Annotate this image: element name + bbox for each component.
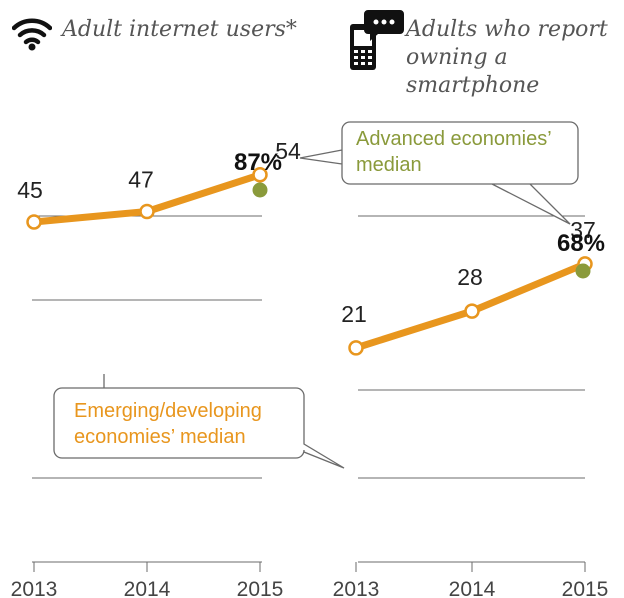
x-tick-label: 2015	[237, 578, 284, 598]
data-point-advanced	[575, 263, 591, 279]
data-point-advanced	[252, 182, 268, 198]
data-point-emerging	[252, 167, 268, 183]
data-label-emerging: 28	[457, 264, 483, 290]
panel-title-smartphone: Adults who report owning a smartphone	[406, 17, 608, 98]
callout-advanced-box	[299, 121, 579, 225]
x-tick-label: 2014	[124, 578, 171, 598]
data-label-advanced: 68%	[557, 230, 605, 257]
data-point-emerging	[139, 203, 155, 220]
smartphone-chat-icon	[346, 8, 406, 79]
x-tick-label: 2015	[562, 578, 609, 598]
data-point-emerging	[348, 340, 364, 356]
data-label-emerging: 54	[275, 138, 301, 164]
data-label-emerging: 37	[570, 217, 596, 243]
callout-advanced-line-1: Advanced economies’	[356, 128, 552, 150]
callout-advanced-line-2: median	[356, 154, 422, 176]
data-label-emerging: 45	[17, 177, 43, 203]
x-tick-label: 2013	[11, 578, 58, 598]
wifi-icon	[11, 14, 53, 57]
data-point-emerging	[464, 303, 480, 319]
callout-emerging-box	[53, 387, 345, 469]
data-label-emerging: 47	[128, 166, 154, 192]
callout-emerging-line-1: Emerging/developing	[74, 400, 262, 422]
panel-title-internet: Adult internet users*	[62, 17, 297, 42]
x-tick-label: 2013	[333, 578, 380, 598]
data-label-emerging: 21	[341, 301, 367, 327]
x-tick-label: 2014	[449, 578, 496, 598]
data-point-emerging	[26, 214, 42, 230]
callout-emerging-line-2: economies’ median	[74, 426, 246, 448]
data-label-advanced: 87%	[234, 149, 282, 176]
